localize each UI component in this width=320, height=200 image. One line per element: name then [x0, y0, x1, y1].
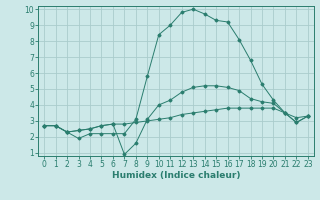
X-axis label: Humidex (Indice chaleur): Humidex (Indice chaleur) [112, 171, 240, 180]
